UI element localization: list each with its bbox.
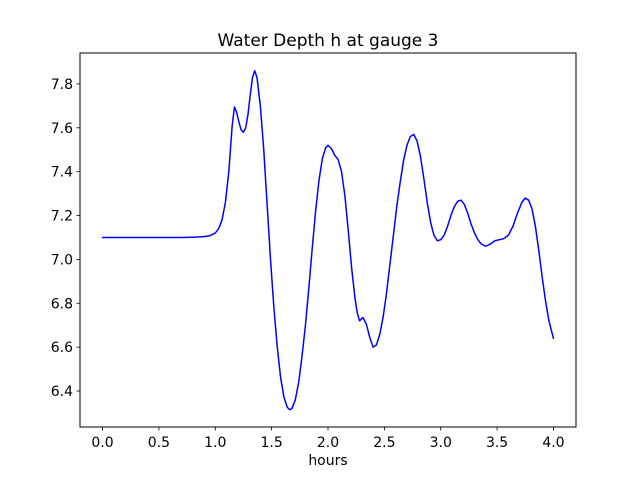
- plot-border: [79, 52, 577, 428]
- y-tick-label: 6.6: [51, 340, 73, 356]
- x-tick-label: 0.0: [91, 435, 113, 451]
- x-axis-ticks: 0.0 0.5 1.0 1.5 2.0 2.5 3.0 3.5 4.0: [91, 427, 565, 451]
- x-tick-label: 3.5: [486, 435, 508, 451]
- x-axis-label: hours: [308, 453, 347, 469]
- y-axis-ticks: 6.4 6.6 6.8 7.0 7.2 7.4 7.6 7.8: [51, 77, 80, 400]
- chart-title: Water Depth h at gauge 3: [218, 31, 439, 51]
- y-tick-label: 7.4: [51, 165, 73, 181]
- y-tick-label: 7.6: [51, 121, 73, 137]
- x-tick-label: 0.5: [148, 435, 170, 451]
- water-depth-line: [101, 70, 555, 411]
- y-tick-label: 7.2: [51, 209, 73, 225]
- y-tick-label: 6.8: [51, 296, 73, 312]
- x-tick-label: 2.0: [317, 435, 339, 451]
- series-line-water-depth-h: [101, 70, 555, 411]
- y-tick-label: 7.8: [51, 77, 73, 93]
- y-tick-label: 7.0: [51, 252, 73, 268]
- x-tick-label: 4.0: [542, 435, 564, 451]
- x-tick-label: 1.0: [204, 435, 226, 451]
- x-tick-label: 1.5: [261, 435, 283, 451]
- y-tick-label: 6.4: [51, 384, 73, 400]
- x-tick-label: 2.5: [373, 435, 395, 451]
- x-tick-label: 3.0: [430, 435, 452, 451]
